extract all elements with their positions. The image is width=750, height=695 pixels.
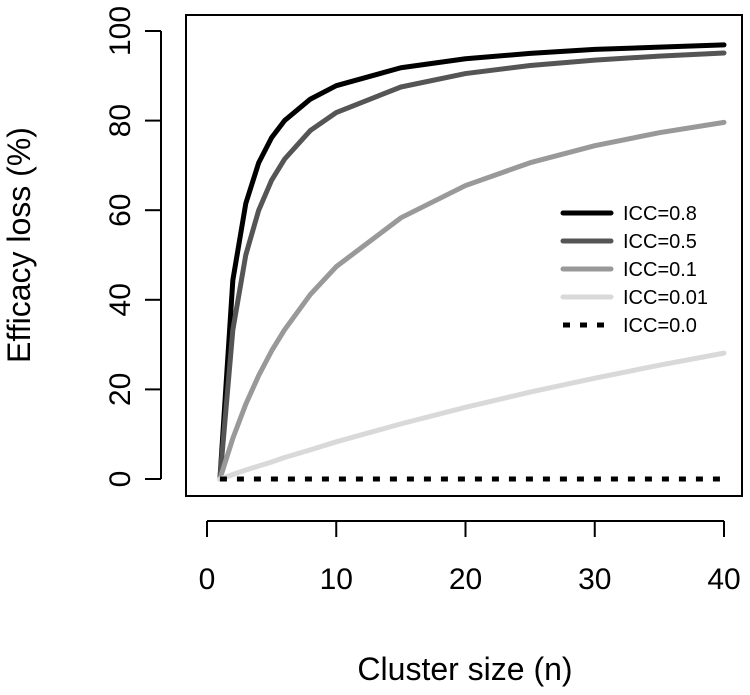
x-tick-label: 10 — [320, 563, 353, 596]
series-line-3 — [217, 119, 727, 482]
y-axis-label: Efficacy loss (%) — [1, 127, 37, 363]
series-line-4 — [217, 350, 727, 482]
legend-layer: ICC=0.8 ICC=0.5 ICC=0.1 ICC=0.01 ICC=0.0 — [560, 203, 708, 337]
y-tick-label: 20 — [104, 373, 137, 406]
y-tick-label: 80 — [104, 104, 137, 137]
y-tick-label: 100 — [104, 6, 137, 56]
y-tick-label: 0 — [104, 471, 137, 488]
x-tick-label: 0 — [199, 563, 216, 596]
legend-label-2: ICC=0.5 — [623, 231, 697, 253]
plot-frame — [185, 14, 743, 497]
legend-label-5: ICC=0.0 — [623, 315, 697, 337]
legend-label-4: ICC=0.01 — [623, 287, 708, 309]
y-tick-label: 60 — [104, 194, 137, 227]
legend-label-1: ICC=0.8 — [623, 203, 697, 225]
series-layer — [217, 42, 727, 482]
plot-frame-layer — [185, 14, 743, 497]
series-line-1 — [217, 42, 727, 482]
series-line-2 — [217, 50, 727, 482]
x-tick-label: 20 — [449, 563, 482, 596]
legend-label-3: ICC=0.1 — [623, 259, 697, 281]
y-tick-label: 40 — [104, 283, 137, 316]
x-tick-label: 30 — [578, 563, 611, 596]
axes-layer: 0 10 20 30 40 0 20 40 60 80 100 — [104, 6, 741, 596]
x-tick-label: 40 — [707, 563, 740, 596]
x-axis-label: Cluster size (n) — [357, 651, 572, 687]
